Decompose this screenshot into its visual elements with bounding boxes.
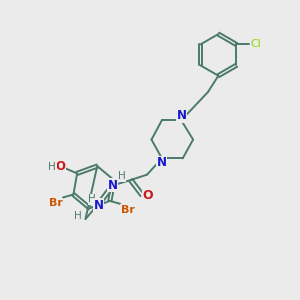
Text: H: H — [118, 171, 126, 181]
Text: O: O — [55, 160, 65, 173]
Text: N: N — [108, 179, 118, 192]
Text: N: N — [94, 199, 104, 212]
Text: N: N — [176, 109, 187, 122]
Text: Cl: Cl — [250, 40, 261, 50]
Text: H: H — [74, 211, 82, 221]
Text: N: N — [157, 156, 166, 169]
Text: O: O — [142, 189, 153, 202]
Text: H: H — [48, 162, 56, 172]
Text: H: H — [88, 194, 96, 204]
Text: Br: Br — [121, 205, 135, 215]
Text: Br: Br — [49, 198, 62, 208]
